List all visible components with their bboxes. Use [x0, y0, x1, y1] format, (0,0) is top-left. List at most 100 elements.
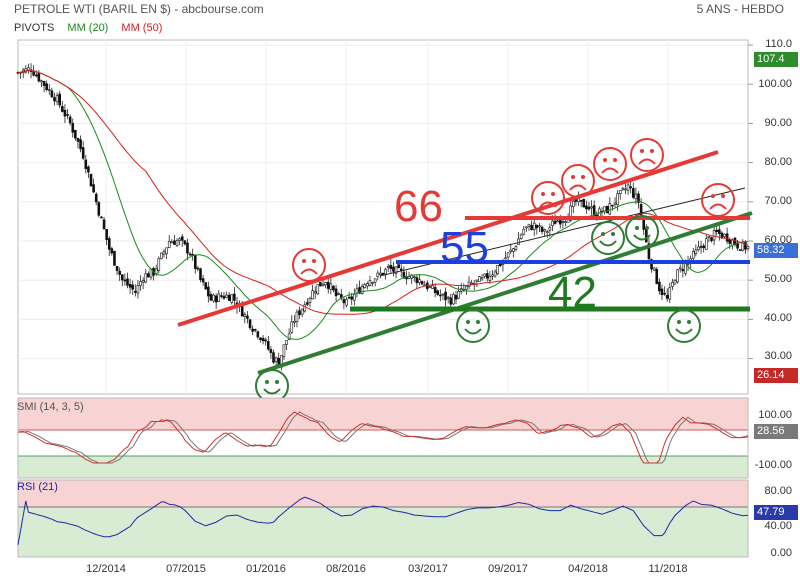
- candle-body: [134, 290, 137, 293]
- candle-body: [676, 269, 679, 283]
- candle-body: [663, 292, 666, 295]
- candle-body: [535, 224, 539, 229]
- candle-body: [373, 278, 377, 283]
- candle-body: [634, 193, 638, 200]
- candle-body: [66, 114, 69, 116]
- happy-face-icon-eye: [677, 320, 681, 324]
- candle-body: [579, 200, 583, 202]
- candle-body: [368, 280, 372, 286]
- candle-body: [704, 238, 708, 250]
- candle-body: [128, 284, 132, 288]
- candle-body: [233, 293, 236, 301]
- candle-body: [691, 250, 695, 259]
- candle-body: [209, 294, 213, 301]
- price-tick: 110.0: [765, 38, 792, 50]
- smi-line: [17, 411, 749, 464]
- candle-body: [136, 285, 140, 294]
- candle-body: [665, 294, 669, 299]
- sad-face-icon-mouth: [539, 201, 557, 208]
- price-tick: 80.00: [764, 156, 792, 168]
- happy-face-icon-mouth: [464, 328, 482, 335]
- candle-body: [415, 277, 419, 284]
- candle-body: [728, 239, 732, 244]
- sad-face-icon: [531, 181, 565, 215]
- candle-body: [480, 277, 484, 280]
- candle-body: [94, 193, 98, 203]
- candle-body: [196, 267, 200, 270]
- happy-face-icon-eye: [476, 320, 480, 324]
- candle-body: [178, 238, 181, 241]
- candle-body: [715, 229, 719, 233]
- candle-body: [645, 228, 648, 243]
- happy-face-icon: [625, 215, 659, 249]
- candle-body: [420, 281, 424, 285]
- candle-body: [538, 225, 541, 228]
- resistance-trendline: [177, 150, 719, 327]
- candle-body: [353, 294, 356, 301]
- x-tick: 07/2015: [166, 563, 206, 575]
- candle-body: [285, 340, 288, 345]
- candle-body: [300, 308, 304, 315]
- candle-body: [454, 295, 458, 300]
- candle-body: [561, 221, 565, 223]
- candle-body: [214, 295, 218, 303]
- happy-face-icon-mouth: [599, 240, 617, 247]
- candle-body: [55, 95, 59, 103]
- annotation-42: 42: [548, 268, 597, 317]
- rsi-frame: [17, 479, 749, 558]
- rsi-oversold-zone: [18, 507, 748, 557]
- candle-body: [592, 205, 596, 216]
- happy-face-icon: [591, 221, 625, 255]
- candle-body: [102, 219, 106, 230]
- candle-body: [668, 287, 672, 300]
- candle-body: [332, 285, 335, 291]
- candle-body: [334, 288, 338, 297]
- candle-body: [230, 294, 234, 303]
- candle-body: [201, 278, 205, 283]
- candle-body: [40, 80, 43, 83]
- candle-body: [652, 267, 656, 271]
- candle-body: [175, 240, 179, 246]
- happy-face-icon-eye: [611, 232, 615, 236]
- candle-body: [298, 310, 301, 315]
- candle-body: [107, 238, 111, 250]
- candle-body: [441, 293, 445, 296]
- candle-body: [452, 294, 455, 305]
- candle-body: [392, 266, 395, 272]
- annotation-66: 66: [394, 182, 443, 231]
- sad-face-icon: [630, 138, 664, 172]
- candle-body: [170, 241, 174, 244]
- candle-body: [556, 220, 559, 223]
- candle-body: [71, 123, 75, 133]
- candle-body: [118, 270, 121, 275]
- happy-face-icon-eye: [635, 226, 639, 230]
- candle-body: [603, 206, 606, 212]
- candle-body: [337, 293, 340, 295]
- candle-body: [282, 344, 286, 357]
- candle-body: [517, 238, 520, 245]
- candle-body: [608, 203, 612, 215]
- candle-body: [470, 282, 473, 285]
- candle-body: [47, 89, 51, 91]
- candle-body: [465, 285, 468, 290]
- candle-body: [658, 281, 661, 292]
- candle-body: [74, 129, 77, 139]
- candle-body: [379, 272, 382, 276]
- happy-face-icon-eye: [687, 320, 691, 324]
- sad-face-icon: [701, 183, 735, 217]
- candle-body: [386, 266, 390, 268]
- candle-body: [329, 283, 333, 290]
- candle-body: [621, 187, 625, 190]
- candle-body: [509, 249, 513, 252]
- smi-tick: -100.00: [754, 459, 792, 471]
- candle-body: [496, 265, 500, 274]
- candle-body: [308, 298, 312, 303]
- candle-body: [264, 339, 267, 342]
- candle-body: [123, 279, 127, 282]
- candle-body: [326, 281, 330, 289]
- candle-body: [532, 222, 536, 231]
- smi-signal-line: [18, 411, 749, 464]
- sad-face-icon-eye: [551, 192, 555, 196]
- happy-face-icon-eye: [265, 380, 269, 384]
- candle-body: [207, 286, 210, 297]
